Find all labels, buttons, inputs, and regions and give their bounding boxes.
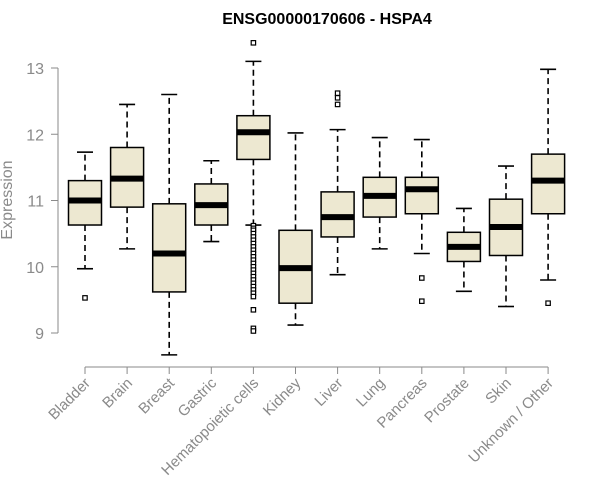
outlier-point xyxy=(250,40,257,46)
outlier-point xyxy=(545,300,551,306)
box-iqr xyxy=(236,114,271,161)
box-skin xyxy=(488,165,524,308)
x-category-label: Prostate xyxy=(421,375,473,427)
box-unknown-other xyxy=(530,68,566,306)
x-category-label: Breast xyxy=(135,374,178,417)
box-bladder xyxy=(67,151,103,301)
box-brain xyxy=(109,103,145,250)
outlier-point xyxy=(250,328,257,334)
chart-title: ENSG00000170606 - HSPA4 xyxy=(222,11,432,28)
x-category-label: Lung xyxy=(353,375,389,411)
y-axis-title: Expression xyxy=(0,160,16,239)
x-category-label: Kidney xyxy=(260,374,305,419)
y-tick-label: 13 xyxy=(26,61,44,78)
box-kidney xyxy=(278,132,313,326)
y-tick-label: 11 xyxy=(27,194,44,211)
box-prostate xyxy=(446,207,482,293)
outlier-point xyxy=(419,298,425,305)
box-iqr xyxy=(151,203,187,293)
box-liver xyxy=(320,90,355,276)
y-tick-label: 12 xyxy=(26,127,44,144)
box-hematopoietic-cells xyxy=(236,40,271,334)
outlier-point xyxy=(82,295,88,301)
x-category-label: Brain xyxy=(99,375,136,412)
outlier-point xyxy=(250,307,257,313)
outlier-point xyxy=(419,275,425,281)
box-iqr xyxy=(530,153,566,215)
box-breast xyxy=(151,93,187,356)
y-axis: 9 10 11 12 13 xyxy=(26,61,59,343)
x-category-label: Skin xyxy=(482,375,515,408)
outlier-point xyxy=(250,293,257,300)
x-axis xyxy=(84,366,549,374)
box-pancreas xyxy=(404,138,440,305)
box-iqr xyxy=(404,176,440,215)
y-tick-label: 10 xyxy=(26,260,44,277)
y-tick-label: 9 xyxy=(35,326,44,343)
outlier-point xyxy=(334,101,341,108)
x-category-label: Liver xyxy=(311,375,346,410)
box-lung xyxy=(362,136,397,250)
outlier-point xyxy=(334,95,341,101)
outlier-point xyxy=(334,90,341,96)
x-category-label: Bladder xyxy=(45,375,94,424)
box-gastric xyxy=(194,159,229,243)
boxes-layer xyxy=(67,40,566,356)
